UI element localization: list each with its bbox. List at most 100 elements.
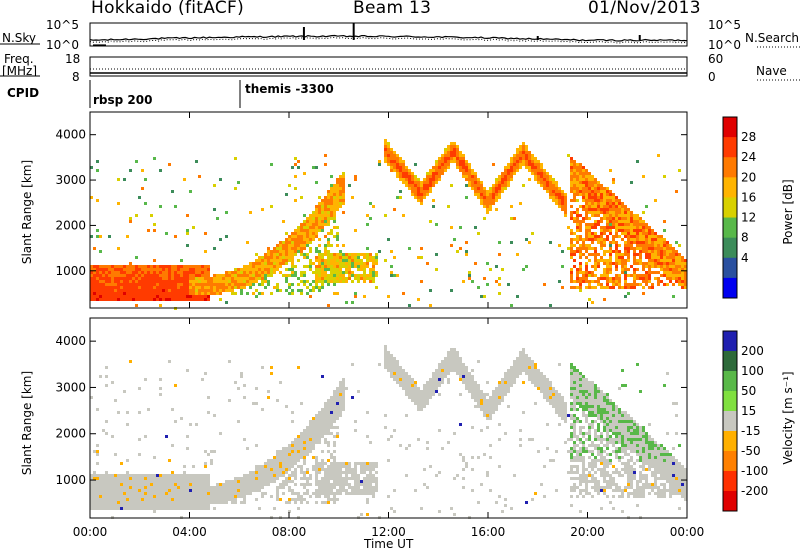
power-cell	[588, 280, 591, 283]
velocity-cell	[597, 411, 600, 414]
power-cell	[144, 286, 147, 289]
velocity-cell	[423, 483, 426, 486]
power-cell	[570, 256, 573, 259]
power-cell	[327, 259, 330, 262]
power-cell	[618, 229, 621, 232]
power-cell	[585, 169, 588, 172]
velocity-cell	[312, 444, 315, 447]
power-cell	[579, 229, 582, 232]
velocity-cell	[153, 492, 156, 495]
power-cell	[168, 286, 171, 289]
power-cell	[195, 292, 198, 295]
power-cell	[129, 268, 132, 271]
velocity-cell	[288, 450, 291, 453]
power-cell	[477, 232, 480, 235]
velocity-cell	[504, 387, 507, 390]
power-cell	[621, 259, 624, 262]
velocity-cell	[537, 384, 540, 387]
power-cell	[429, 172, 432, 175]
power-cell	[357, 256, 360, 259]
velocity-cell	[159, 498, 162, 501]
velocity-cell	[126, 477, 129, 480]
power-cell	[342, 178, 345, 181]
power-cell	[591, 214, 594, 217]
power-cell	[621, 232, 624, 235]
velocity-cell	[366, 462, 369, 465]
velocity-cell	[429, 387, 432, 390]
power-cell	[612, 193, 615, 196]
power-cell	[594, 223, 597, 226]
power-cell	[342, 196, 345, 199]
power-cell	[639, 256, 642, 259]
velocity-cell	[114, 486, 117, 489]
power-cell	[594, 253, 597, 256]
power-cell	[333, 208, 336, 211]
power-cell	[498, 283, 501, 286]
date-title: 01/Nov/2013	[588, 0, 701, 18]
power-cell	[645, 223, 648, 226]
power-cell	[186, 268, 189, 271]
power-cell	[192, 268, 195, 271]
velocity-cell	[570, 456, 573, 459]
velocity-cell	[399, 372, 402, 375]
velocity-cell	[234, 486, 237, 489]
velocity-cell	[324, 474, 327, 477]
velocity-cell	[294, 456, 297, 459]
power-cell	[117, 247, 120, 250]
velocity-cell	[429, 381, 432, 384]
velocity-cell	[426, 390, 429, 393]
power-cell	[183, 178, 186, 181]
power-cell	[609, 277, 612, 280]
power-cell	[243, 277, 246, 280]
velocity-cell	[279, 465, 282, 468]
power-cell	[285, 280, 288, 283]
velocity-cell	[99, 483, 102, 486]
velocity-cell	[585, 492, 588, 495]
power-cell	[99, 295, 102, 298]
power-cell	[414, 175, 417, 178]
power-cell	[684, 280, 687, 283]
power-cell	[420, 196, 423, 199]
power-cell	[150, 277, 153, 280]
power-cell	[570, 280, 573, 283]
power-cell	[276, 250, 279, 253]
power-cell	[459, 154, 462, 157]
power-cell	[300, 241, 303, 244]
power-cell	[576, 187, 579, 190]
velocity-cell	[576, 438, 579, 441]
power-cell	[204, 274, 207, 277]
power-cell	[471, 181, 474, 184]
velocity-cell	[531, 498, 534, 501]
velocity-cell	[597, 492, 600, 495]
power-cell	[183, 268, 186, 271]
velocity-cell	[507, 381, 510, 384]
power-cell	[549, 190, 552, 193]
power-cell	[513, 157, 516, 160]
power-cell	[129, 283, 132, 286]
power-cell	[660, 250, 663, 253]
power-cell	[300, 229, 303, 232]
power-cell	[321, 199, 324, 202]
power-cell	[255, 259, 258, 262]
power-cell	[165, 295, 168, 298]
power-cell	[561, 199, 564, 202]
velocity-cell	[354, 474, 357, 477]
velocity-cell	[474, 405, 477, 408]
velocity-cell	[369, 471, 372, 474]
power-cell	[492, 163, 495, 166]
power-cell	[294, 250, 297, 253]
velocity-cell	[261, 474, 264, 477]
power-cell	[420, 190, 423, 193]
power-cell	[597, 265, 600, 268]
power-cell	[624, 253, 627, 256]
velocity-cell	[306, 438, 309, 441]
power-cell	[270, 259, 273, 262]
power-cell	[573, 250, 576, 253]
power-cell	[102, 289, 105, 292]
power-cell	[324, 223, 327, 226]
velocity-cell	[450, 366, 453, 369]
power-cell	[504, 181, 507, 184]
velocity-cell	[279, 498, 282, 501]
velocity-cell	[228, 498, 231, 501]
power-cell	[402, 214, 405, 217]
